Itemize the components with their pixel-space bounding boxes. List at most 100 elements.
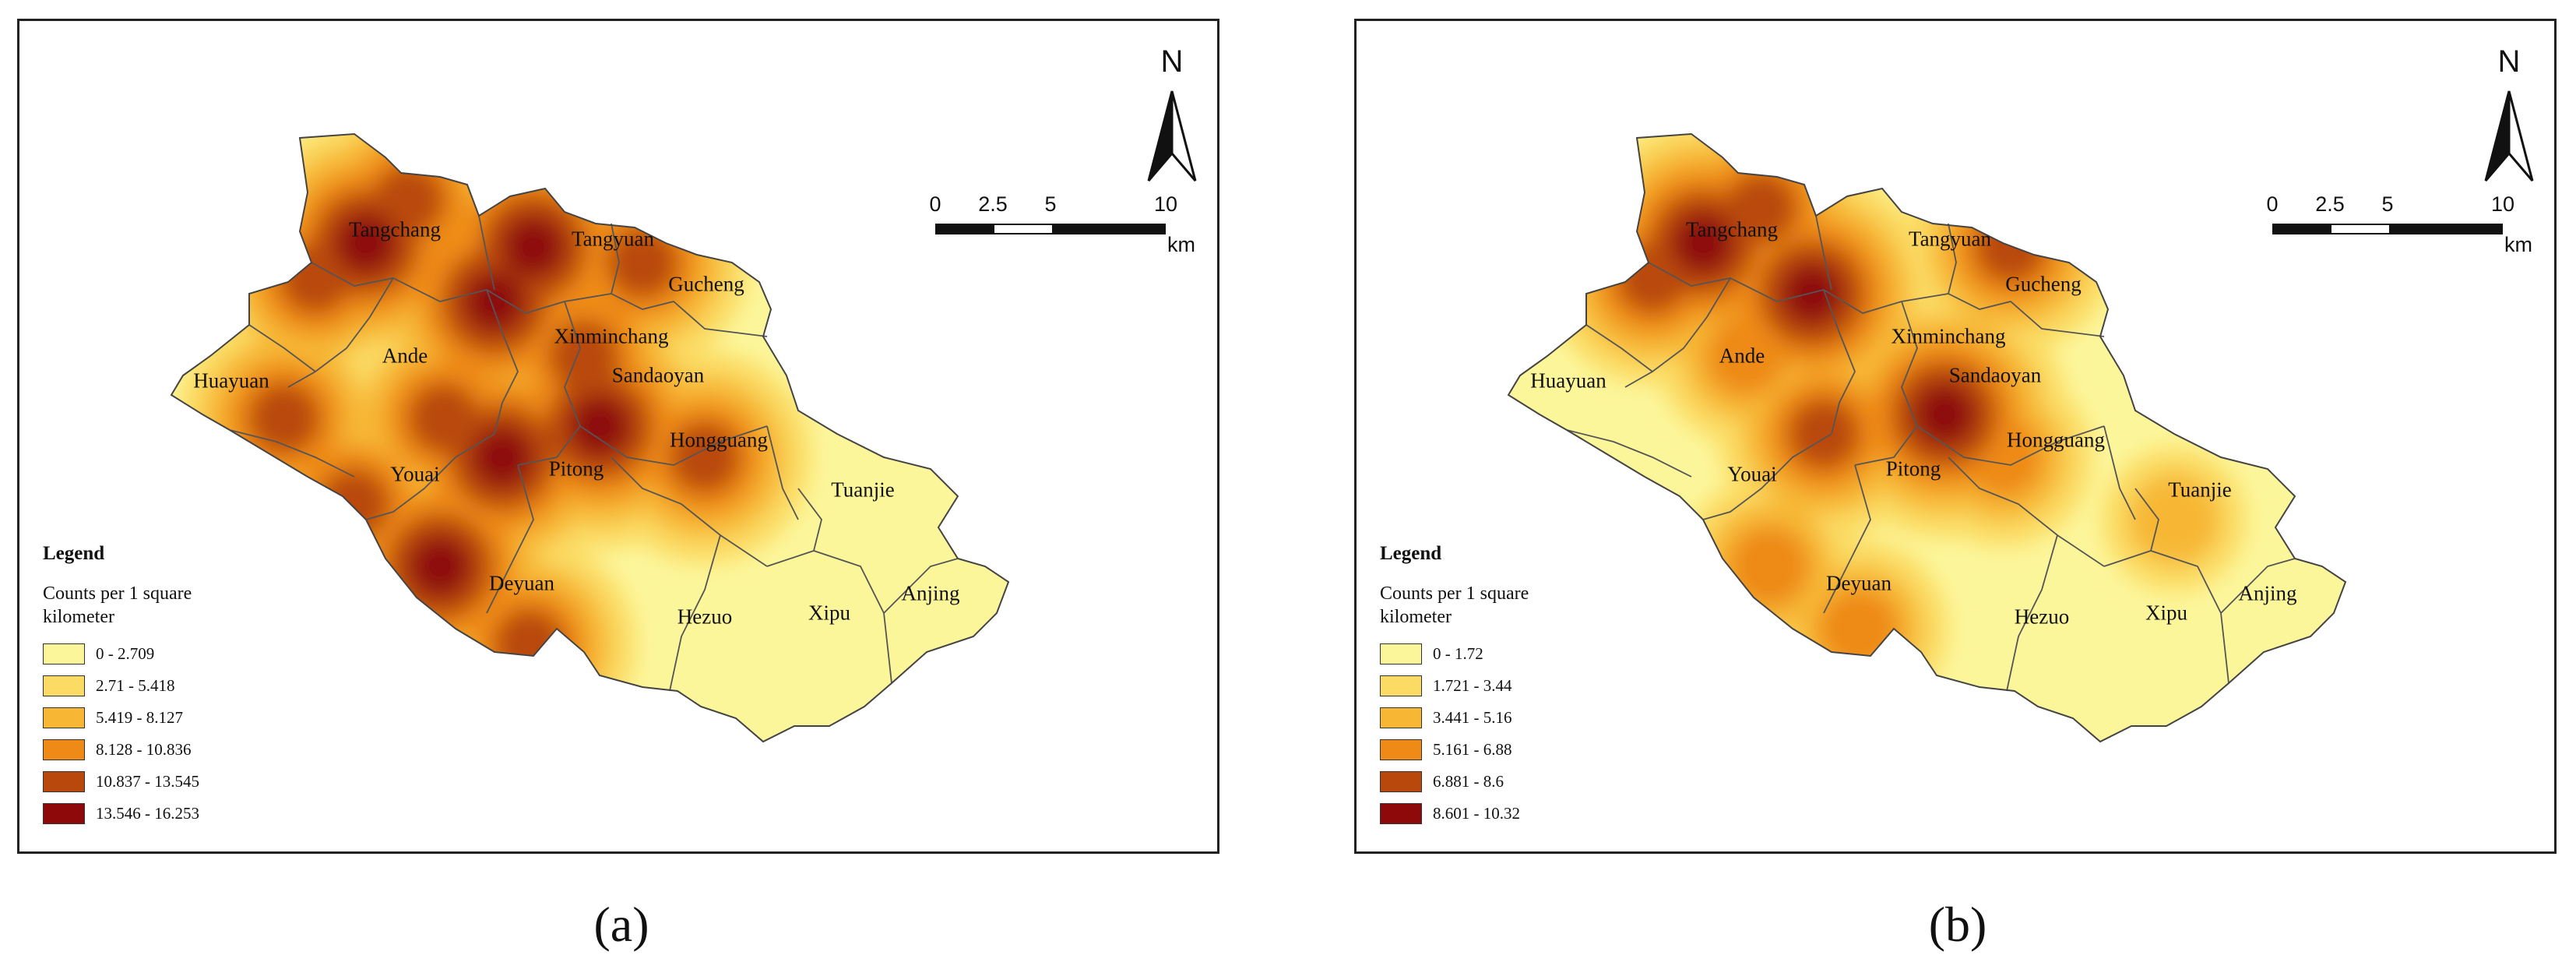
caption-a: (a) [593,897,649,952]
legend-item: 10.837 - 13.545 [43,766,245,798]
town-label: Tuanjie [2168,478,2232,502]
density-hotspot [1726,172,1797,244]
density-map-b [1507,132,2347,743]
legend-swatch [1380,771,1422,792]
town-label: Xipu [2145,601,2187,625]
township-boundary [287,277,394,388]
density-hotspot [408,382,480,454]
town-label: Hongguang [2007,428,2105,452]
town-label: Gucheng [668,272,744,296]
legend-b: Legend Counts per 1 square kilometer 0 -… [1380,543,1582,830]
township-boundary [766,550,892,684]
density-hotspot [1705,316,1786,397]
township-boundary [2134,488,2159,552]
legend-label: 3.441 - 5.16 [1433,708,1512,727]
township-boundary [1585,324,1653,372]
township-boundary [365,433,495,520]
township-boundary [766,425,799,520]
map-panel-b: Tangchang Tangyuan Gucheng Ande Xinminch… [1354,19,2557,854]
township-boundary [2103,425,2136,520]
town-label: Deyuan [489,571,554,595]
density-hotspot [1788,398,1860,470]
density-hotspot [373,164,445,236]
township-boundary [311,262,768,337]
north-label: N [1160,44,1184,79]
township-boundary [1702,433,1832,520]
town-label: Xinminchang [1891,324,2006,348]
scale-tick-label: 2.5 [2315,192,2345,216]
county-outline [1507,132,2347,743]
legend-item: 0 - 2.709 [43,638,245,670]
township-boundary [2220,558,2296,614]
township-boundary [1823,289,1856,435]
legend-label: 10.837 - 13.545 [96,772,199,791]
density-hotspot [502,216,565,278]
legend-label: 1.721 - 3.44 [1433,676,1512,695]
legend-item: 2.71 - 5.418 [43,670,245,702]
density-surface [178,134,811,742]
legend-subtitle: Counts per 1 square kilometer [43,583,192,627]
township-boundary [1854,301,1919,466]
town-label: Tuanjie [831,478,895,502]
town-label: Tangchang [1685,217,1779,241]
density-hotspot [494,608,565,680]
density-hotspot [2127,473,2221,566]
legend-swatch [1380,675,1422,696]
legend-swatch [43,771,85,792]
legend-title: Legend [1380,543,1442,564]
town-label: Huayuan [1530,368,1606,393]
legend-swatch [43,707,85,728]
township-boundary [1948,457,2105,567]
map-panel-a: Tangchang Tangyuan Gucheng Ande Xinminch… [17,19,1219,854]
legend-label: 8.128 - 10.836 [96,740,192,759]
town-label: Xinminchang [554,324,669,348]
legend-item: 3.441 - 5.16 [1380,702,1582,734]
legend-swatch [1380,739,1422,760]
township-boundary [1916,425,2105,466]
scale-tick-label: 2.5 [978,192,1008,216]
legend-swatch [1380,707,1422,728]
legend-swatch [1380,803,1422,824]
town-label: Sandaoyan [611,363,705,387]
density-hotspot [548,320,620,392]
legend-item: 5.161 - 6.88 [1380,734,1582,766]
town-label: Sandaoyan [1948,363,2042,387]
township-boundary [611,457,768,567]
legend-label: 5.161 - 6.88 [1433,740,1512,759]
scale-bar: 0 2.5 5 10 km [2266,192,2537,263]
scale-unit: km [1167,233,1195,256]
caption-b: (b) [1928,897,1987,952]
town-label: Xipu [808,601,850,625]
township-boundary [611,223,620,294]
township-boundary [669,534,721,692]
legend-swatch [43,739,85,760]
scale-tick-label: 0 [929,192,941,216]
legend-a: Legend Counts per 1 square kilometer 0 -… [43,543,245,830]
density-hotspot [409,535,471,598]
township-boundary [486,464,534,614]
density-hotspot [463,270,526,333]
density-hotspot [471,426,533,488]
town-label: Tangchang [348,217,442,241]
township-boundary [2006,534,2058,692]
legend-label: 2.71 - 5.418 [96,676,175,695]
density-hotspot [1781,263,1843,325]
north-label: N [2497,44,2521,79]
legend-label: 13.546 - 16.253 [96,804,199,823]
legend-label: 0 - 2.709 [96,644,155,663]
density-map-a [170,132,1010,743]
density-hotspot [1913,383,1976,446]
county-outline [170,132,1010,743]
township-boundary [248,324,316,372]
legend-item: 6.881 - 8.6 [1380,766,1582,798]
township-boundary [883,558,959,614]
scale-bar: 0 2.5 5 10 km [929,192,1200,263]
township-boundary [1566,429,1692,478]
township-boundary [517,301,582,466]
town-label: Deyuan [1826,571,1892,595]
legend-item: 13.546 - 16.253 [43,798,245,830]
town-label: Gucheng [2005,272,2082,296]
town-label: Anjing [901,581,960,605]
township-boundary [229,429,355,478]
legend-label: 8.601 - 10.32 [1433,804,1520,823]
